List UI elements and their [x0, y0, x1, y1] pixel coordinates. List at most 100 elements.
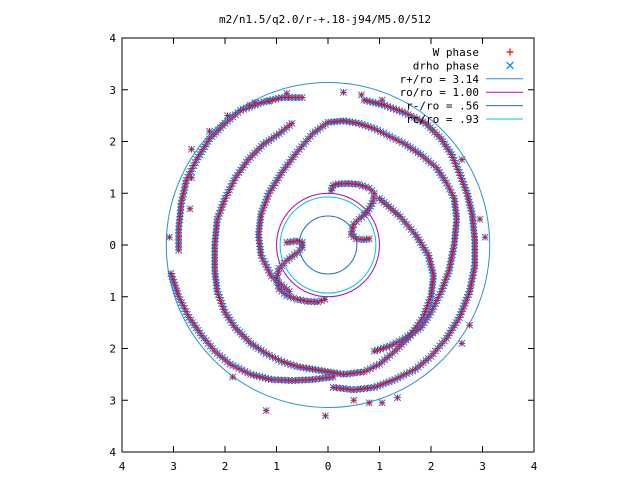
w-phase-point	[290, 238, 297, 245]
data-point	[187, 145, 196, 153]
data-point	[481, 233, 489, 241]
w-phase-point	[166, 234, 173, 241]
legend-label: r-/ro = .56	[406, 100, 479, 113]
data-point	[186, 205, 194, 213]
data-point	[212, 231, 220, 239]
data-point	[288, 119, 296, 127]
data-point	[375, 360, 384, 368]
x-tick-label: 3	[479, 460, 486, 473]
data-point	[452, 222, 460, 230]
x-tick-label: 1	[273, 460, 280, 473]
data-point	[329, 373, 337, 381]
x-tick-label: 2	[222, 460, 229, 473]
data-point	[339, 88, 348, 96]
w-phase-point	[353, 235, 360, 242]
data-point	[283, 238, 291, 246]
x-tick-label: 3	[170, 460, 177, 473]
x-tick-label: 2	[428, 460, 435, 473]
data-point	[458, 339, 466, 347]
w-phase-point	[356, 236, 364, 243]
data-point	[226, 360, 234, 368]
data-point	[283, 89, 291, 97]
circle-ro	[276, 192, 380, 298]
data-point	[211, 264, 219, 272]
w-phase-point	[378, 96, 386, 104]
data-point	[369, 197, 377, 205]
data-point	[370, 347, 378, 355]
w-phase-point	[371, 347, 378, 355]
y-tick-label: 1	[109, 291, 116, 304]
w-phase-point	[466, 322, 473, 329]
data-point	[458, 156, 466, 164]
data-point	[211, 244, 219, 252]
w-phase-point	[263, 407, 270, 414]
data-point	[453, 215, 461, 223]
chart-title: m2/n1.5/q2.0/r-+.18-j94/M5.0/512	[219, 13, 431, 26]
x-tick-label: 0	[325, 460, 332, 473]
w-phase-point	[283, 90, 290, 97]
w-phase-point	[322, 412, 329, 419]
data-point	[365, 235, 373, 243]
legend-label: r+/ro = 3.14	[400, 73, 480, 86]
w-phase-point	[371, 190, 378, 197]
w-phase-point	[283, 239, 290, 246]
legend-marker	[506, 61, 514, 70]
y-tick-label: 2	[109, 343, 116, 356]
w-phase-point	[246, 102, 253, 109]
data-point	[175, 232, 183, 240]
y-tick-label: 2	[109, 136, 116, 149]
data-point	[449, 153, 457, 162]
w-phase-point	[206, 127, 213, 135]
legend-marker	[506, 48, 514, 56]
legend-label: W phase	[433, 46, 479, 59]
w-phase-point	[366, 235, 373, 242]
x-tick-label: 4	[119, 460, 126, 473]
data-point	[286, 238, 294, 246]
w-phase-point	[378, 399, 386, 407]
data-point	[393, 394, 402, 402]
y-tick-label: 1	[109, 187, 116, 200]
x-tick-label: 4	[531, 460, 538, 473]
data-point	[165, 233, 173, 241]
y-tick-label: 3	[109, 84, 116, 97]
data-point	[470, 229, 478, 237]
w-phase-point	[458, 340, 466, 347]
w-phase-point	[476, 215, 484, 223]
w-phase-point	[329, 373, 337, 381]
data-point	[265, 189, 273, 197]
legend-label: ro/ro = 1.00	[400, 86, 479, 99]
data-point	[365, 399, 373, 407]
w-phase-point	[366, 399, 373, 407]
y-tick-label: 3	[109, 394, 116, 407]
data-point	[321, 412, 329, 420]
w-phase-point	[188, 146, 195, 153]
data-point	[442, 334, 451, 342]
w-phase-point	[224, 112, 231, 119]
w-phase-point	[287, 238, 294, 246]
data-point	[229, 373, 237, 381]
w-phase-point	[175, 246, 182, 254]
data-point	[350, 396, 358, 404]
data-point	[476, 215, 484, 223]
data-point	[265, 97, 273, 105]
w-phase-point	[188, 174, 195, 181]
w-phase-point	[265, 97, 272, 105]
data-point	[471, 258, 479, 267]
w-phase-point	[358, 91, 365, 99]
w-phase-point	[458, 156, 466, 163]
data-point	[288, 93, 296, 102]
x-tick-label: 1	[376, 460, 383, 473]
data-point	[357, 91, 366, 99]
data-point	[298, 93, 306, 102]
data-point	[378, 399, 386, 407]
y-tick-label: 4	[109, 32, 116, 45]
y-tick-label: 4	[109, 446, 116, 459]
data-point	[346, 369, 354, 378]
data-point	[175, 246, 183, 254]
w-phase-point	[370, 193, 378, 201]
legend-label: rc/ro = .93	[406, 113, 479, 126]
w-phase-point	[340, 89, 347, 96]
